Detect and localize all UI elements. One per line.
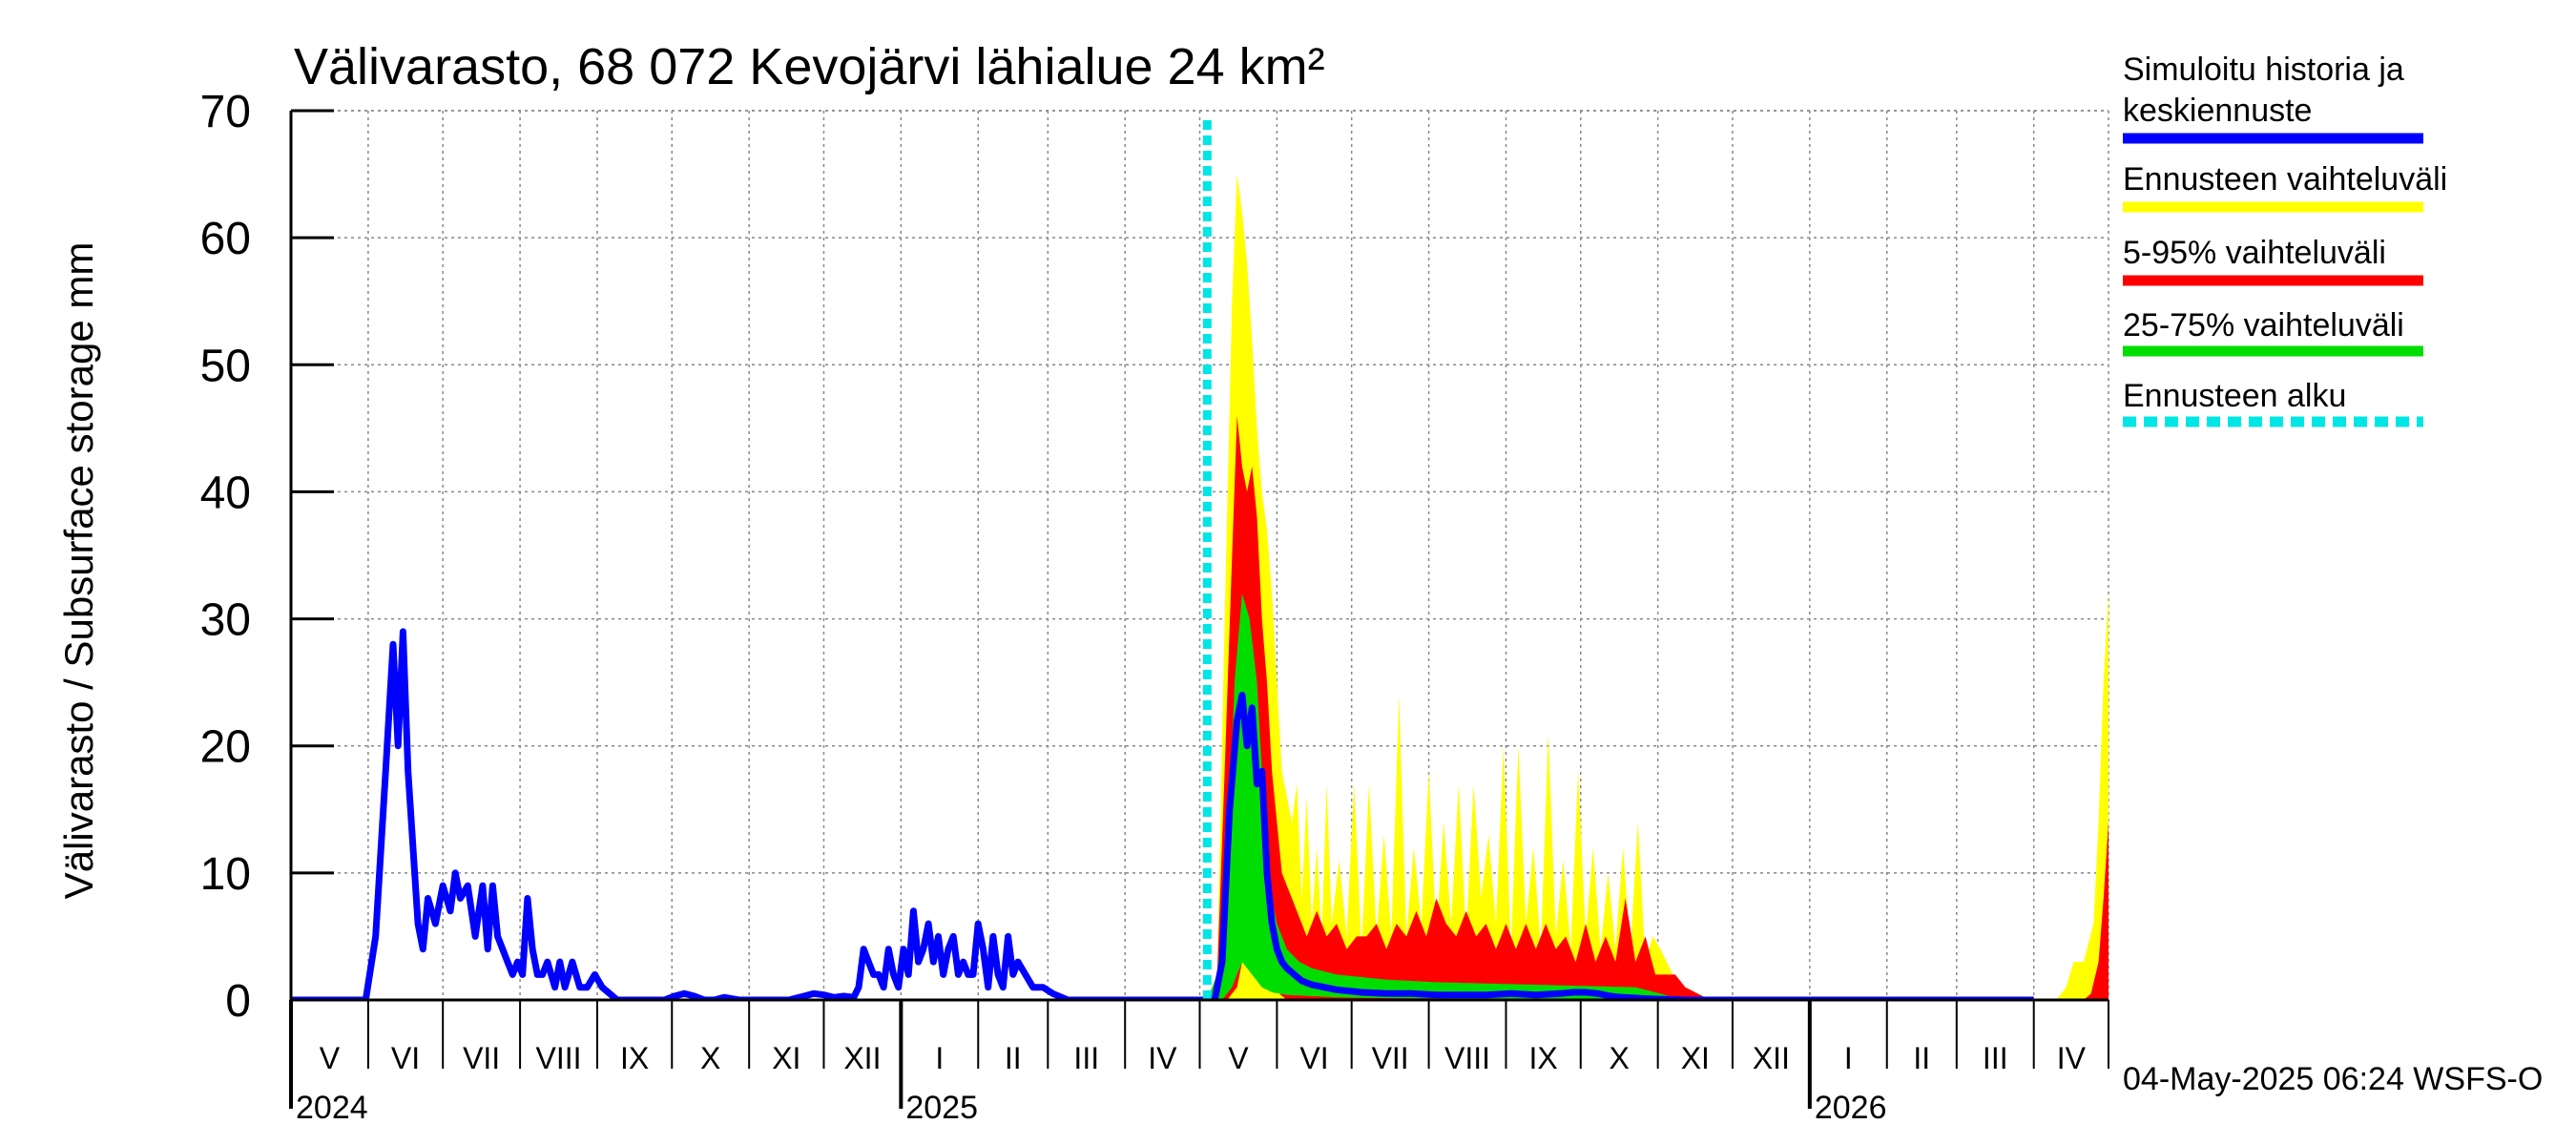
month-label: IV — [1148, 1041, 1177, 1075]
year-label: 2026 — [1815, 1090, 1887, 1126]
chart-title: Välivarasto, 68 072 Kevojärvi lähialue 2… — [294, 38, 1325, 95]
footer-timestamp: 04-May-2025 06:24 WSFS-O — [2123, 1061, 2543, 1097]
month-label: X — [700, 1041, 720, 1075]
month-label: XII — [1753, 1041, 1790, 1075]
legend-label: keskiennuste — [2123, 93, 2312, 129]
legend-label: Ennusteen vaihteluväli — [2123, 161, 2447, 198]
month-label: V — [1228, 1041, 1249, 1075]
legend: Simuloitu historia ja keskiennuste Ennuste… — [2123, 52, 2447, 427]
legend-label: 5-95% vaihteluväli — [2123, 235, 2386, 271]
month-label: III — [1983, 1041, 2008, 1075]
month-label: I — [1844, 1041, 1853, 1075]
month-label: III — [1073, 1041, 1099, 1075]
month-label: XI — [772, 1041, 800, 1075]
legend-label: Ennusteen alku — [2123, 378, 2346, 414]
year-label: 2024 — [296, 1090, 368, 1126]
month-label: XII — [843, 1041, 881, 1075]
y-tick-label: 10 — [200, 849, 251, 900]
year-label: 2025 — [905, 1090, 978, 1126]
month-label: VIII — [1444, 1041, 1490, 1075]
y-tick-label: 30 — [200, 595, 251, 646]
month-label: V — [320, 1041, 341, 1075]
median-line — [291, 628, 2034, 1000]
grid — [291, 110, 2109, 1000]
month-label: VI — [1299, 1041, 1328, 1075]
month-label: VIII — [536, 1041, 582, 1075]
legend-label: Simuloitu historia ja — [2123, 52, 2404, 88]
y-tick-label: 60 — [200, 214, 251, 264]
month-label: I — [935, 1041, 944, 1075]
month-label: IX — [620, 1041, 649, 1075]
month-label: II — [1913, 1041, 1930, 1075]
month-label: XI — [1681, 1041, 1710, 1075]
month-label: IX — [1529, 1041, 1558, 1075]
month-label: IV — [2057, 1041, 2087, 1075]
y-tick-label: 20 — [200, 722, 251, 773]
month-label: VII — [463, 1041, 500, 1075]
y-tick-label: 70 — [200, 87, 251, 137]
legend-label: 25-75% vaihteluväli — [2123, 307, 2404, 344]
y-tick-label: 50 — [200, 341, 251, 391]
month-label: II — [1005, 1041, 1022, 1075]
y-tick-label: 0 — [225, 976, 251, 1027]
month-label: VII — [1372, 1041, 1409, 1075]
month-label: VI — [391, 1041, 420, 1075]
y-tick-label: 40 — [200, 468, 251, 518]
y-axis-label: Välivarasto / Subsurface storage mm — [56, 242, 101, 900]
band-5-95 — [1207, 415, 2109, 1000]
series-group — [291, 120, 2109, 1000]
month-label: X — [1610, 1041, 1630, 1075]
